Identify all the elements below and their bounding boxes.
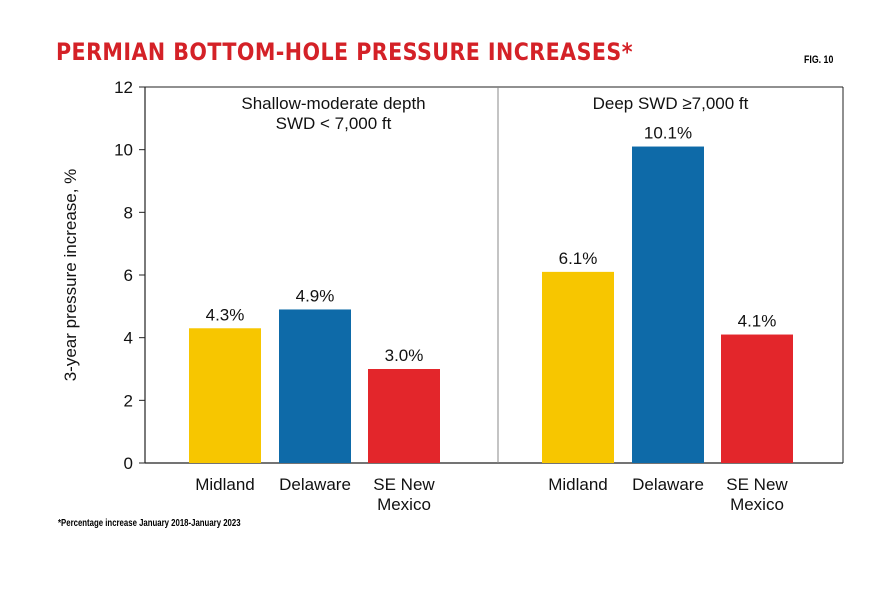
panel-label: Deep SWD ≥7,000 ft [593,94,749,113]
x-tick-label: Midland [195,475,255,494]
bars [189,146,793,464]
bar-1-1 [189,328,261,463]
panel-label: Shallow-moderate depth [241,94,425,113]
x-tick-label: Delaware [279,475,351,494]
y-tick-label: 4 [124,329,133,348]
bar-2-3 [721,334,793,463]
bar-1-3 [368,369,440,463]
bar-2-2 [632,146,704,464]
y-tick-label: 6 [124,266,133,285]
value-label: 4.3% [206,305,245,324]
chart-title: PERMIAN BOTTOM-HOLE PRESSURE INCREASES* [56,38,633,66]
y-tick-label: 0 [124,454,133,473]
figure-label: FIG. 10 [804,54,834,66]
y-tick-label: 2 [124,391,133,410]
y-tick-label: 8 [124,203,133,222]
x-tick-label: Midland [548,475,608,494]
x-tick-label: Mexico [377,495,431,514]
y-axis-title: 3-year pressure increase, % [61,169,80,382]
value-label: 10.1% [644,124,692,143]
y-tick-label: 12 [114,78,133,97]
y-tick-label: 10 [114,141,133,160]
value-label: 3.0% [385,346,424,365]
x-tick-label: SE New [373,475,435,494]
bar-2-1 [542,271,614,463]
panel-label: SWD < 7,000 ft [276,114,392,133]
bar-1-2 [279,309,351,463]
value-label: 4.1% [738,312,777,331]
x-tick-label: Delaware [632,475,704,494]
value-label: 4.9% [296,286,335,305]
value-label: 6.1% [559,249,598,268]
footnote: *Percentage increase January 2018-Januar… [58,518,241,529]
x-tick-label: SE New [726,475,788,494]
x-tick-label: Mexico [730,495,784,514]
